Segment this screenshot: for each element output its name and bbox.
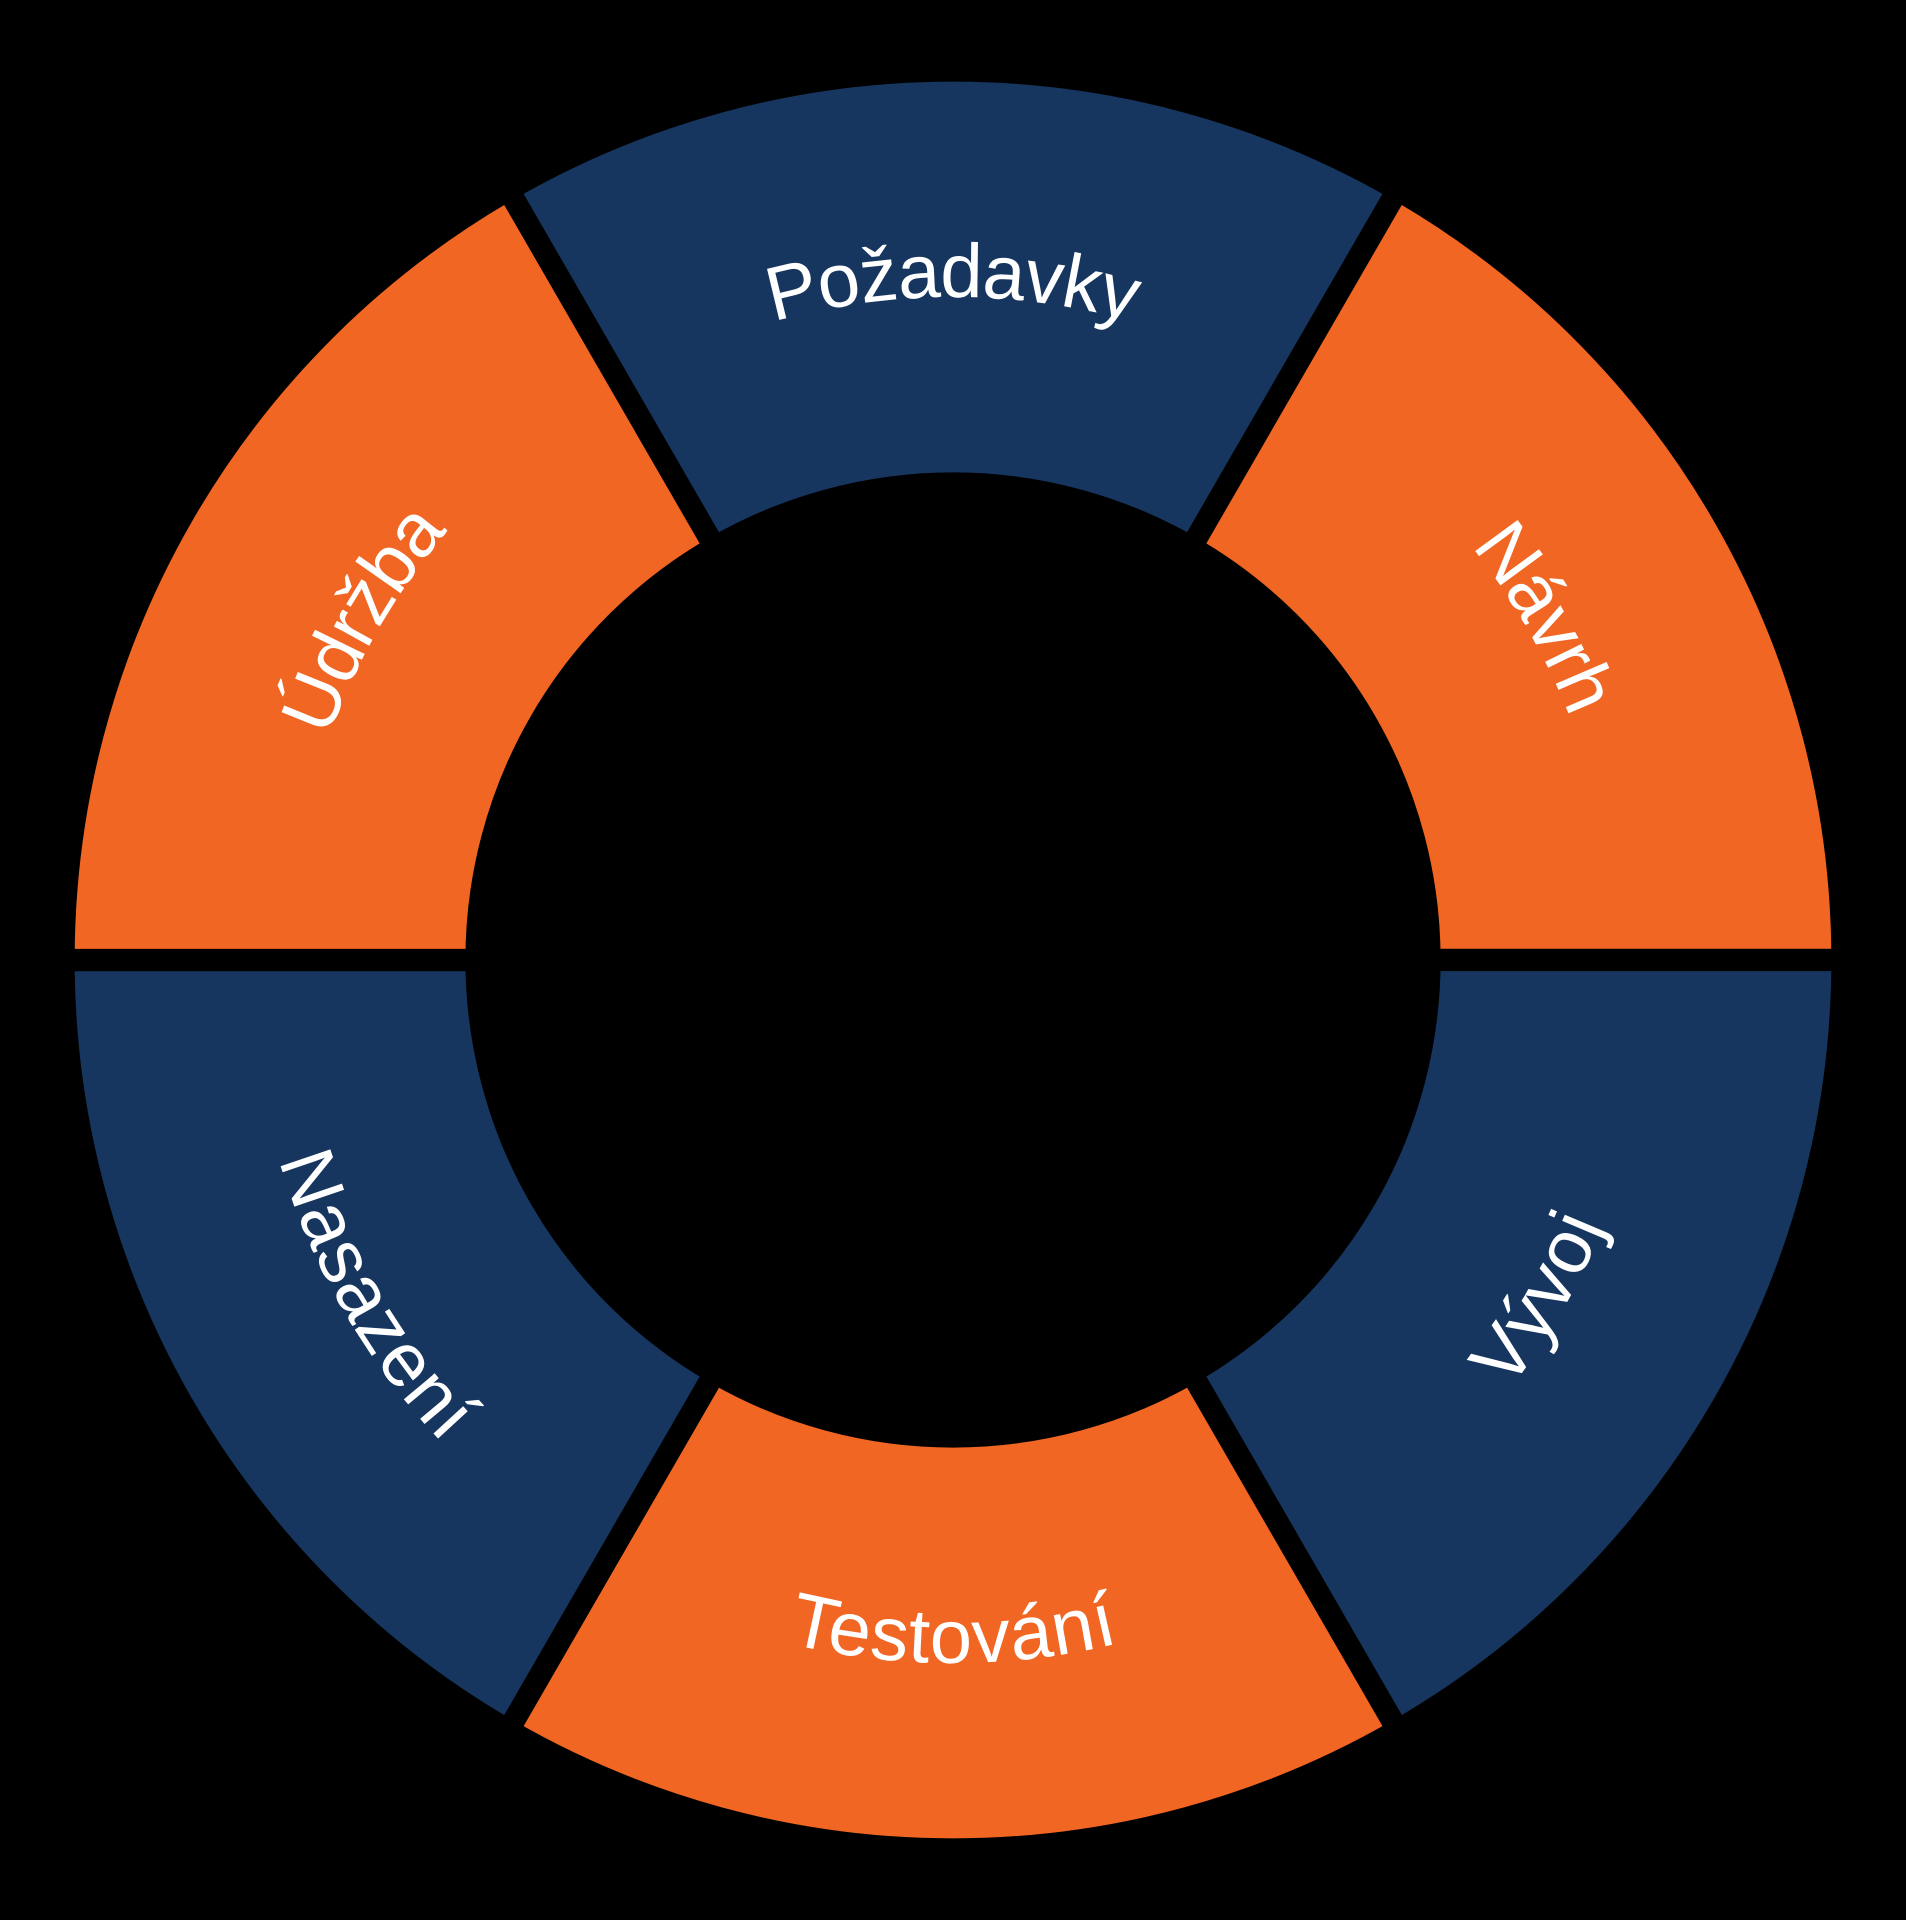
donut-cycle-diagram: PožadavkyNávrhVývojTestováníNasazeníÚdrž… [0,0,1906,1920]
